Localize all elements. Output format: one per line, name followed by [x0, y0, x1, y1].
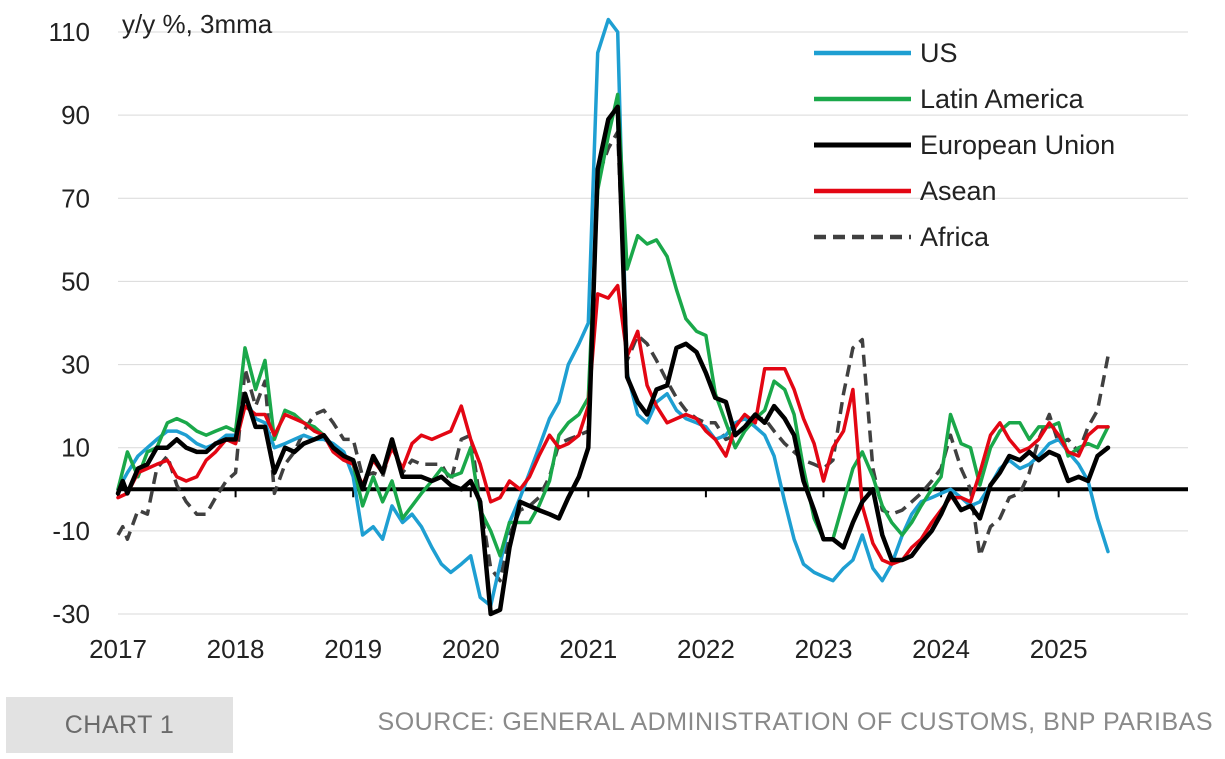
chart-number-label: CHART 1 [6, 697, 233, 753]
source-note: SOURCE: GENERAL ADMINISTRATION OF CUSTOM… [377, 708, 1213, 736]
y-tick-label: 50 [61, 266, 90, 296]
legend: US Latin America European Union Asean Africa [814, 38, 1115, 252]
gridlines [118, 31, 1188, 615]
x-tick-label: 2019 [324, 634, 382, 664]
y-axis-ticks: 110 90 70 50 30 10 -10 -30 [49, 17, 90, 629]
x-tick-label: 2018 [207, 634, 265, 664]
y-tick-label: 10 [61, 433, 90, 463]
y-tick-label: -30 [52, 599, 90, 629]
x-tick-label: 2025 [1030, 634, 1088, 664]
y-tick-label: 70 [61, 183, 90, 213]
legend-label: Asean [920, 176, 997, 206]
y-tick-label: 110 [49, 17, 90, 47]
legend-label: European Union [920, 130, 1115, 160]
x-tick-label: 2023 [795, 634, 853, 664]
legend-label: Africa [920, 222, 990, 252]
legend-label: US [920, 38, 958, 68]
y-tick-label: 30 [61, 350, 90, 380]
series-lines [115, 17, 1111, 617]
series-line-latin-america [116, 92, 1110, 558]
x-tick-label: 2022 [677, 634, 735, 664]
series-line-european-union [115, 104, 1111, 617]
x-axis-ticks: 2017 2018 2019 2020 2021 2022 2023 2024 2025 [89, 489, 1088, 664]
x-tick-label: 2020 [442, 634, 500, 664]
x-tick-label: 2017 [89, 634, 147, 664]
y-tick-label: -10 [52, 516, 90, 546]
x-tick-label: 2021 [559, 634, 617, 664]
y-tick-label: 90 [61, 100, 90, 130]
chart: 110 90 70 50 30 10 -10 -30 2017 2018 2019 2020 2021… [49, 9, 1188, 664]
x-tick-label: 2024 [912, 634, 970, 664]
legend-label: Latin America [920, 84, 1085, 114]
y-axis-label: y/y %, 3mma [122, 9, 273, 39]
series-line-us [116, 17, 1110, 608]
